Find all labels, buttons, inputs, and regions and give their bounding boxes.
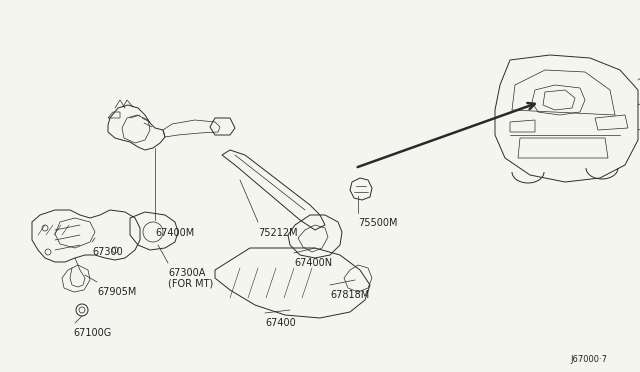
Text: 67818M: 67818M	[330, 290, 369, 300]
Text: 67300A: 67300A	[168, 268, 205, 278]
Text: 67100G: 67100G	[73, 328, 111, 338]
Text: (FOR MT): (FOR MT)	[168, 278, 213, 288]
Text: 67400N: 67400N	[294, 258, 332, 268]
Text: 67400M: 67400M	[156, 228, 195, 238]
Text: J67000·7: J67000·7	[570, 355, 607, 364]
Text: 75212M: 75212M	[258, 228, 298, 238]
Text: 75500M: 75500M	[358, 218, 397, 228]
Text: 67300: 67300	[92, 247, 123, 257]
Text: 67905M: 67905M	[97, 287, 136, 297]
Text: 67400: 67400	[265, 318, 296, 328]
